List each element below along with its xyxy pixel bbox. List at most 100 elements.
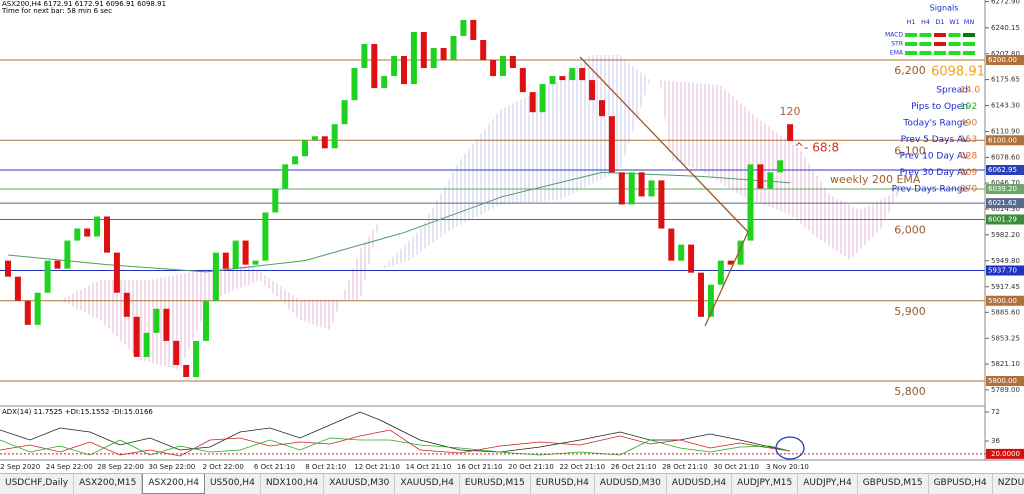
candle — [569, 68, 576, 81]
y-tick-label: 6078.60 — [991, 153, 1020, 161]
signal-row: STR — [891, 41, 903, 48]
signals-title: Signals — [930, 4, 959, 13]
candle — [242, 240, 249, 265]
signal-column: H4 — [921, 18, 930, 26]
y-tick-label: 6110.90 — [991, 128, 1020, 136]
info-label: Pips to Open — [911, 102, 968, 112]
y-tick-label: 5917.45 — [991, 283, 1020, 291]
signal-cell — [934, 33, 946, 37]
candle — [321, 136, 328, 149]
candle — [470, 19, 477, 40]
trend-line — [579, 56, 749, 233]
candle — [658, 180, 665, 229]
level-tag-label: 6200.00 — [988, 56, 1017, 64]
last-price: 6098.91 — [931, 65, 985, 80]
candle — [420, 31, 427, 69]
adx-tick-label: 20.0000 — [991, 450, 1020, 458]
candle — [410, 31, 417, 85]
info-value: 909 — [960, 168, 977, 178]
chart-tab[interactable]: AUDUSD,H4 — [667, 474, 733, 494]
x-tick-label: 14 Oct 21:10 — [406, 463, 452, 471]
candle — [391, 56, 398, 77]
chart-tab[interactable]: ASX200,M15 — [74, 474, 143, 494]
candle — [727, 260, 734, 265]
adx-line — [0, 411, 791, 453]
x-tick-label: 26 Oct 21:10 — [611, 463, 657, 471]
x-tick-label: 3 Nov 20:10 — [766, 463, 809, 471]
highlight-circle — [775, 436, 805, 460]
candle — [688, 244, 695, 273]
indicator-label: ADX(14) 11.7525 +DI:15.1552 -DI:15.0166 — [2, 408, 153, 416]
level-tag — [986, 135, 1024, 146]
candle — [628, 172, 635, 205]
candle — [153, 308, 160, 333]
level-tag-label: 6100.00 — [988, 136, 1017, 144]
ema-label: weekly 200 EMA — [830, 173, 921, 186]
candle — [381, 76, 388, 89]
candle — [717, 260, 724, 285]
signal-column: MN — [964, 18, 975, 26]
chart-tab[interactable]: NZDUSD,M15 — [993, 474, 1024, 494]
level-tag — [986, 265, 1024, 276]
candle — [450, 35, 457, 61]
level-tag-label: 6062.95 — [988, 166, 1017, 174]
candle — [440, 47, 447, 61]
candle — [559, 76, 566, 81]
symbol-line: ASX200,H4 6172.91 6172.91 6096.91 6098.9… — [2, 0, 166, 8]
candle — [203, 300, 209, 341]
x-tick-label: 30 Sep 22:00 — [149, 463, 196, 471]
chart-tab[interactable]: XAUUSD,M30 — [324, 474, 396, 494]
info-value: 14.0 — [960, 86, 980, 96]
chart-tab[interactable]: XAUUSD,H4 — [395, 474, 460, 494]
candle — [608, 116, 615, 173]
chart-tab[interactable]: USDCHF,Daily — [0, 474, 75, 494]
level-tag — [986, 198, 1024, 209]
chart-tab[interactable]: GBPUSD,H4 — [929, 474, 993, 494]
chart-tab[interactable]: US500,H4 — [205, 474, 261, 494]
chart-tab[interactable]: GBPUSD,M15 — [858, 474, 929, 494]
signal-cell — [934, 42, 946, 46]
y-tick-label: 6240.15 — [991, 24, 1020, 32]
candle — [737, 240, 744, 265]
candle — [302, 140, 308, 157]
candle — [351, 68, 358, 101]
signal-column: D1 — [935, 18, 944, 26]
candle — [173, 340, 180, 365]
candle — [678, 244, 685, 261]
candle — [618, 172, 625, 205]
y-tick-label: 5885.60 — [991, 308, 1020, 316]
x-tick-label: 28 Oct 21:10 — [662, 463, 708, 471]
chart-tab[interactable]: AUDJPY,M15 — [732, 474, 799, 494]
chart-tab[interactable]: EURUSD,H4 — [531, 474, 595, 494]
candle — [84, 228, 91, 237]
signal-row: EMA — [890, 50, 904, 57]
y-tick-label: 6014.30 — [991, 205, 1020, 213]
chart-tab[interactable]: AUDJPY,H4 — [798, 474, 858, 494]
candle — [262, 212, 269, 261]
y-tick-label: 5853.25 — [991, 334, 1020, 342]
level-note: 6,100 — [894, 144, 926, 157]
bar-range: 120 — [780, 105, 801, 118]
candle — [707, 284, 714, 317]
candle — [668, 228, 675, 261]
candle — [460, 19, 467, 36]
chart-tab[interactable]: ASX200,H4 — [142, 474, 205, 494]
chart-tab[interactable]: EURUSD,M15 — [460, 474, 531, 494]
level-tag-label: 5937.70 — [988, 267, 1017, 275]
candle — [787, 124, 794, 142]
candle — [648, 180, 655, 197]
candle — [509, 56, 516, 69]
candle — [361, 43, 368, 69]
candle — [212, 252, 219, 301]
level-note: 5,800 — [894, 385, 926, 398]
chart-tab[interactable]: NDX100,H4 — [261, 474, 325, 494]
candle — [529, 92, 536, 113]
signal-cell — [905, 33, 917, 37]
candle — [272, 188, 279, 213]
signal-column: W1 — [949, 18, 960, 26]
candle — [767, 172, 774, 189]
candle — [252, 260, 259, 265]
candle — [747, 164, 754, 241]
di-plus-line — [0, 437, 791, 456]
chart-tab[interactable]: AUDUSD,M30 — [595, 474, 667, 494]
